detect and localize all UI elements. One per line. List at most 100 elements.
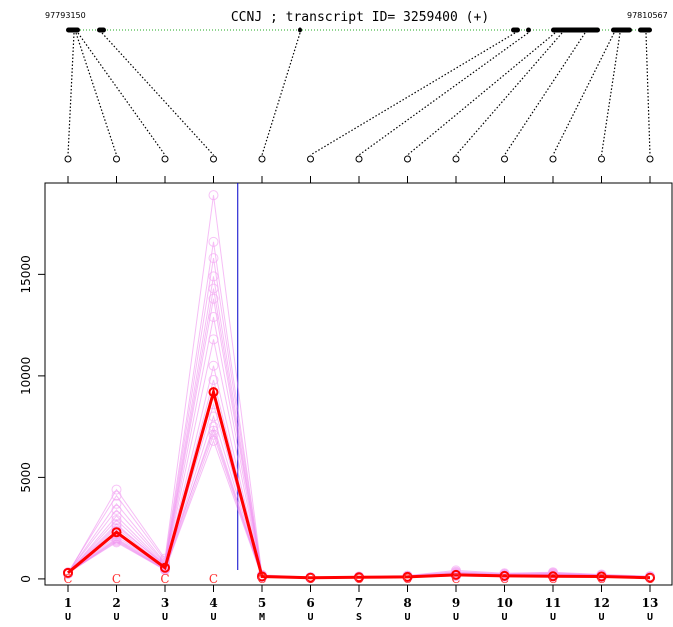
sample-data-point — [208, 334, 219, 345]
sample-series-line — [67, 241, 651, 578]
sample-data-point — [208, 360, 219, 371]
detection-call-label: C — [645, 572, 654, 586]
probe-marker — [64, 155, 72, 163]
detection-call-label: C — [112, 572, 121, 586]
probe-marker — [646, 155, 654, 163]
probe-connector-line — [645, 32, 651, 156]
mean-data-point — [645, 572, 655, 583]
exon-block — [526, 27, 531, 33]
probe-connector-line — [552, 32, 615, 156]
top-axis-ticks — [67, 176, 651, 183]
probe-type-code: U — [550, 612, 556, 623]
probe-marker — [210, 155, 217, 163]
detection-call-label: C — [160, 572, 169, 586]
x-tick-label: 4 — [209, 596, 217, 610]
sample-data-point — [208, 374, 219, 385]
detection-call-label: C — [209, 572, 218, 586]
sample-series-line — [67, 414, 651, 579]
sample-series-group — [63, 190, 655, 584]
probe-type-code: S — [356, 612, 362, 623]
sample-data-point — [111, 498, 122, 509]
probe-connector-lines — [67, 32, 651, 156]
mean-data-point — [548, 571, 558, 582]
exon-block — [97, 27, 106, 33]
sample-data-point — [208, 293, 219, 304]
sample-series-line — [67, 195, 651, 578]
x-tick-label: 11 — [545, 596, 562, 610]
probe-type-code: U — [210, 612, 216, 623]
mean-series-line — [67, 386, 651, 580]
exon-block — [638, 27, 652, 33]
probe-marker — [549, 155, 557, 163]
detection-call-label: C — [451, 572, 460, 586]
detection-call-label: C — [354, 572, 363, 586]
x-tick-label: 10 — [496, 596, 513, 610]
sample-series-line — [67, 402, 651, 579]
sample-data-point — [208, 425, 219, 436]
mean-data-point — [499, 570, 510, 581]
sample-data-point — [111, 537, 122, 548]
mean-data-point — [208, 387, 219, 398]
probe-type-code: U — [162, 612, 168, 623]
probe-connector-line — [310, 32, 516, 156]
sample-series-line — [67, 429, 651, 579]
probe-markers — [64, 155, 654, 163]
x-tick-label: 5 — [258, 596, 266, 610]
x-tick-label: 6 — [306, 596, 314, 610]
gene-model-header: CCNJ ; transcript ID= 3259400 (+) 977931… — [45, 10, 668, 163]
sample-data-point — [208, 253, 219, 264]
genomic-end-coordinate: 97810567 — [627, 11, 668, 20]
mean-data-point — [354, 572, 364, 583]
detection-call-label: C — [403, 572, 412, 586]
probe-connector-line — [407, 32, 556, 156]
mean-data-point — [111, 527, 122, 538]
sample-data-point — [208, 312, 219, 322]
probe-marker — [404, 155, 411, 163]
sample-series-line — [67, 316, 651, 579]
probe-marker — [258, 155, 266, 163]
detection-call-label: C — [257, 572, 266, 586]
x-tick-label: 9 — [452, 596, 460, 610]
detection-call-label: C — [306, 572, 315, 586]
mean-data-point — [160, 562, 170, 573]
probe-connector-line — [75, 32, 118, 156]
probe-type-code: U — [453, 612, 459, 623]
probe-connector-line — [101, 32, 214, 156]
probe-marker — [161, 155, 169, 163]
probe-type-code: U — [598, 612, 604, 623]
probe-marker — [355, 155, 363, 163]
detection-call-label: C — [597, 572, 606, 586]
y-tick-label: 15000 — [19, 255, 33, 293]
mean-data-point — [451, 569, 461, 580]
probe-type-code: U — [501, 612, 507, 623]
probe-marker — [501, 155, 508, 163]
probe-type-code: U — [307, 612, 313, 623]
sample-data-point — [208, 236, 219, 247]
probe-marker — [452, 155, 460, 163]
mean-data-point — [596, 571, 607, 582]
probe-connector-line — [67, 32, 75, 156]
sample-data-point — [208, 271, 219, 282]
sample-data-point — [208, 283, 219, 294]
x-tick-label: 12 — [593, 596, 610, 610]
sample-data-point — [208, 435, 219, 446]
plot-frame — [44, 182, 673, 586]
mean-data-point — [305, 572, 316, 583]
sample-data-point — [111, 484, 122, 495]
genomic-start-coordinate: 97793150 — [45, 11, 86, 20]
probe-connector-line — [358, 32, 529, 156]
sample-series-line — [67, 288, 651, 579]
sample-data-point — [111, 490, 122, 501]
sample-series-line — [67, 390, 651, 579]
expression-plot: 0 5000 10000 15000 1 U 2 U 3 U 4 U 5 M 6 U 7 S 8 U 9 U 10 U 11 U… — [19, 176, 673, 623]
probe-type-code: U — [647, 612, 653, 623]
sample-series-line — [67, 258, 651, 578]
sample-data-point — [111, 504, 122, 515]
probe-marker — [307, 155, 314, 163]
sample-series-line — [67, 365, 651, 579]
x-tick-label: 1 — [64, 596, 72, 610]
exon-block — [611, 27, 632, 33]
x-tick-label: 3 — [161, 596, 169, 610]
